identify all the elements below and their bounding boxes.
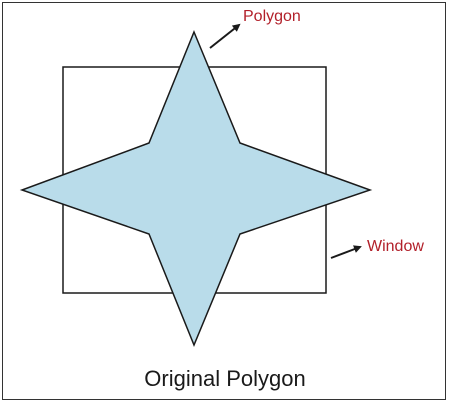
window-label: Window xyxy=(367,238,424,255)
star-polygon xyxy=(19,30,373,347)
diagram-caption: Original Polygon xyxy=(144,366,306,391)
polygon-label: Polygon xyxy=(243,8,301,25)
polygon-arrow xyxy=(209,23,241,49)
window-arrow xyxy=(330,245,362,259)
